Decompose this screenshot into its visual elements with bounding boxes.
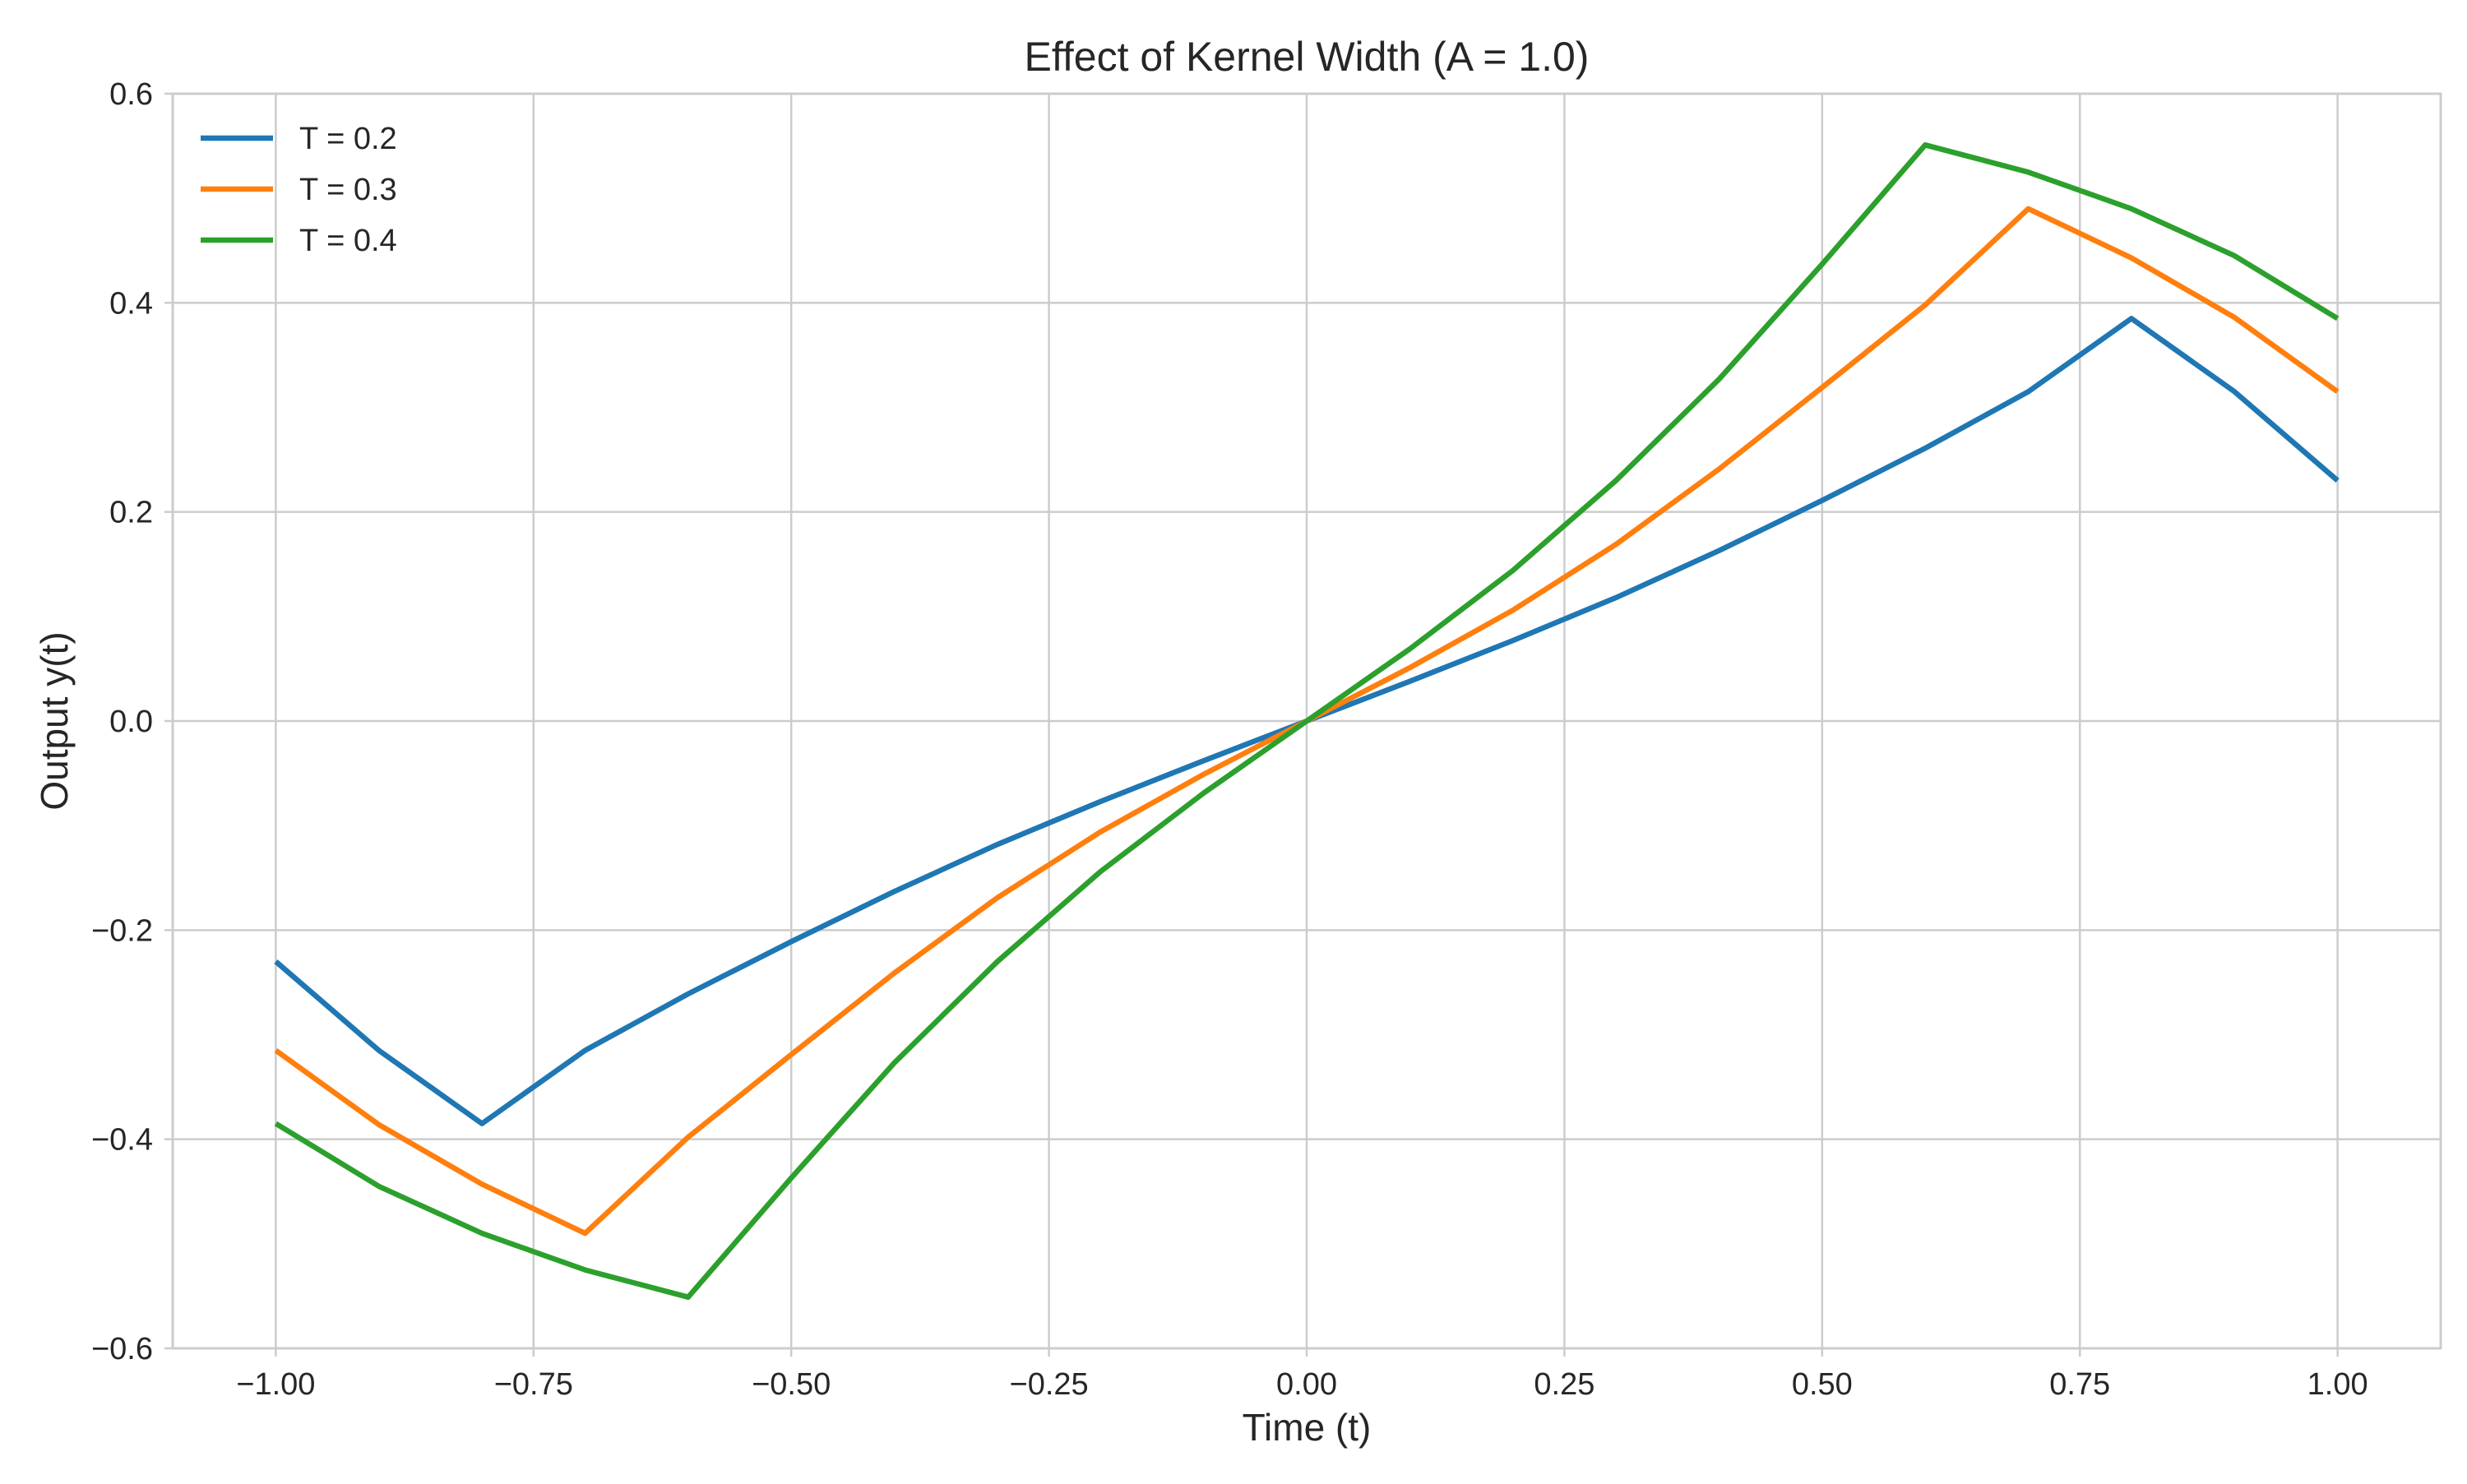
series-line-3	[274, 142, 2340, 1300]
chart-title: Effect of Kernel Width (A = 1.0)	[1025, 34, 1590, 80]
x-axis: −1.00 −0.75 −0.50 −0.25 0.00 0.25 0.50 0.75 1.00	[236, 1348, 2368, 1402]
x-tick-label: 1.00	[2307, 1367, 2368, 1402]
y-tick-label: 0.0	[109, 705, 153, 739]
x-tick-label: 0.50	[1792, 1367, 1853, 1402]
x-tick-label: −0.50	[752, 1367, 831, 1402]
legend-label-2: T = 0.3	[299, 173, 397, 207]
y-tick-label: 0.4	[109, 286, 153, 321]
legend-label-1: T = 0.2	[299, 122, 397, 156]
y-tick-label: 0.2	[109, 496, 153, 530]
series-layer	[274, 142, 2340, 1300]
legend: T = 0.2 T = 0.3 T = 0.4	[201, 122, 397, 258]
legend-label-3: T = 0.4	[299, 224, 397, 258]
x-axis-label: Time (t)	[1243, 1406, 1372, 1449]
y-axis-label: Output y(t)	[33, 631, 76, 810]
x-tick-label: 0.00	[1276, 1367, 1337, 1402]
x-tick-label: 0.75	[2049, 1367, 2110, 1402]
x-tick-label: −1.00	[236, 1367, 315, 1402]
y-axis: 0.6 0.4 0.2 0.0 −0.2 −0.4 −0.6	[91, 77, 173, 1366]
y-tick-label: −0.6	[91, 1332, 153, 1366]
y-tick-label: −0.4	[91, 1123, 153, 1158]
x-tick-label: 0.25	[1534, 1367, 1595, 1402]
y-tick-label: 0.6	[109, 77, 153, 112]
x-tick-label: −0.25	[1010, 1367, 1089, 1402]
y-tick-label: −0.2	[91, 913, 153, 948]
x-tick-label: −0.75	[494, 1367, 573, 1402]
